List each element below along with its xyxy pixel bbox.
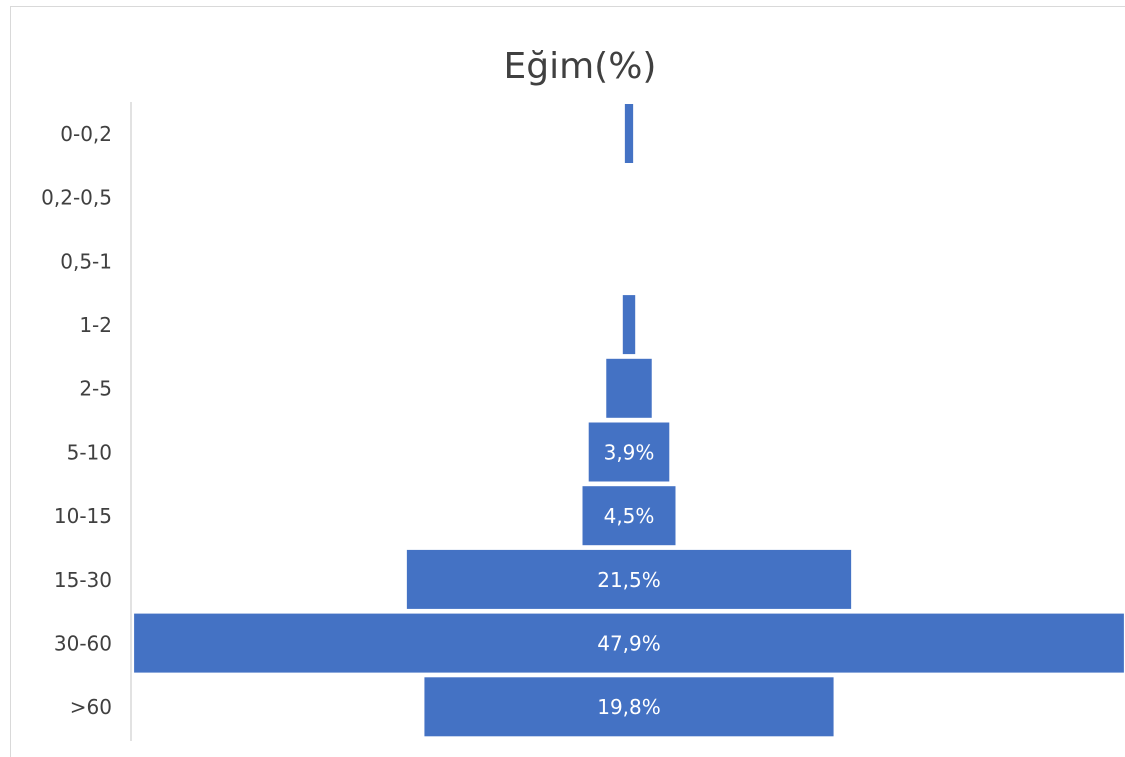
- funnel-bar: [582, 486, 676, 546]
- category-tick-label: 5-10: [67, 440, 112, 464]
- funnel-bar: [606, 358, 652, 418]
- category-tick-label: 0-0,2: [60, 122, 112, 146]
- frame-top-border: [10, 6, 1125, 7]
- funnel-bar: [406, 549, 852, 609]
- category-tick-label: 30-60: [54, 631, 112, 655]
- category-tick-label: 1-2: [79, 313, 112, 337]
- bar-data-label: 3,9%: [604, 440, 655, 464]
- category-tick-label: >60: [70, 695, 112, 719]
- funnel-bar: [424, 677, 834, 737]
- bar-data-label: 47,9%: [597, 631, 661, 655]
- funnel-bar: [624, 104, 634, 163]
- funnel-bar: [588, 422, 670, 482]
- category-ticks-group: 0-0,2 0,2-0,5 0,5-1 1-2 2-5 5-10 10-15 15-30 30-…: [41, 122, 112, 719]
- bar-data-label: 4,5%: [604, 504, 655, 528]
- bar-data-label: 21,5%: [597, 568, 661, 592]
- bar-data-label: 19,8%: [597, 695, 661, 719]
- category-tick-label: 0,2-0,5: [41, 186, 112, 210]
- category-tick-label: 0,5-1: [60, 249, 112, 273]
- category-tick-label: 15-30: [54, 568, 112, 592]
- funnel-bar: [622, 295, 636, 355]
- data-labels-group: 3,9% 4,5% 21,5% 47,9% 19,8%: [597, 440, 661, 719]
- chart-title: Eğim(%): [504, 46, 657, 87]
- category-tick-label: 2-5: [79, 377, 112, 401]
- bars-group: [134, 104, 1124, 737]
- funnel-bar: [134, 613, 1124, 673]
- category-tick-label: 10-15: [54, 504, 112, 528]
- frame-left-border: [10, 6, 11, 757]
